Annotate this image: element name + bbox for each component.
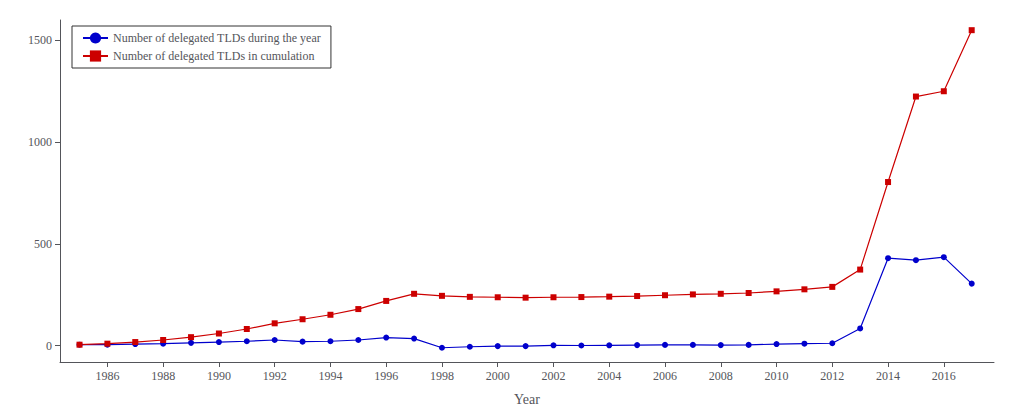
- svg-text:1992: 1992: [263, 369, 287, 383]
- svg-text:Number of delegated TLDs durin: Number of delegated TLDs during the year: [113, 31, 321, 45]
- svg-text:2016: 2016: [932, 369, 956, 383]
- svg-text:2014: 2014: [876, 369, 900, 383]
- svg-text:2002: 2002: [541, 369, 565, 383]
- svg-text:1988: 1988: [151, 369, 175, 383]
- svg-text:1500: 1500: [28, 33, 52, 47]
- svg-text:1990: 1990: [207, 369, 231, 383]
- svg-text:2000: 2000: [486, 369, 510, 383]
- svg-text:1986: 1986: [95, 369, 119, 383]
- svg-text:1000: 1000: [28, 135, 52, 149]
- svg-text:500: 500: [34, 237, 52, 251]
- svg-text:2008: 2008: [709, 369, 733, 383]
- svg-text:2006: 2006: [653, 369, 677, 383]
- svg-text:1998: 1998: [430, 369, 454, 383]
- svg-text:Year: Year: [514, 392, 540, 407]
- svg-text:2010: 2010: [765, 369, 789, 383]
- svg-text:1994: 1994: [318, 369, 342, 383]
- svg-text:0: 0: [46, 339, 52, 353]
- svg-text:1996: 1996: [374, 369, 398, 383]
- svg-text:Number of delegated TLDs in cu: Number of delegated TLDs in cumulation: [113, 49, 314, 63]
- svg-text:2004: 2004: [597, 369, 621, 383]
- svg-text:2012: 2012: [820, 369, 844, 383]
